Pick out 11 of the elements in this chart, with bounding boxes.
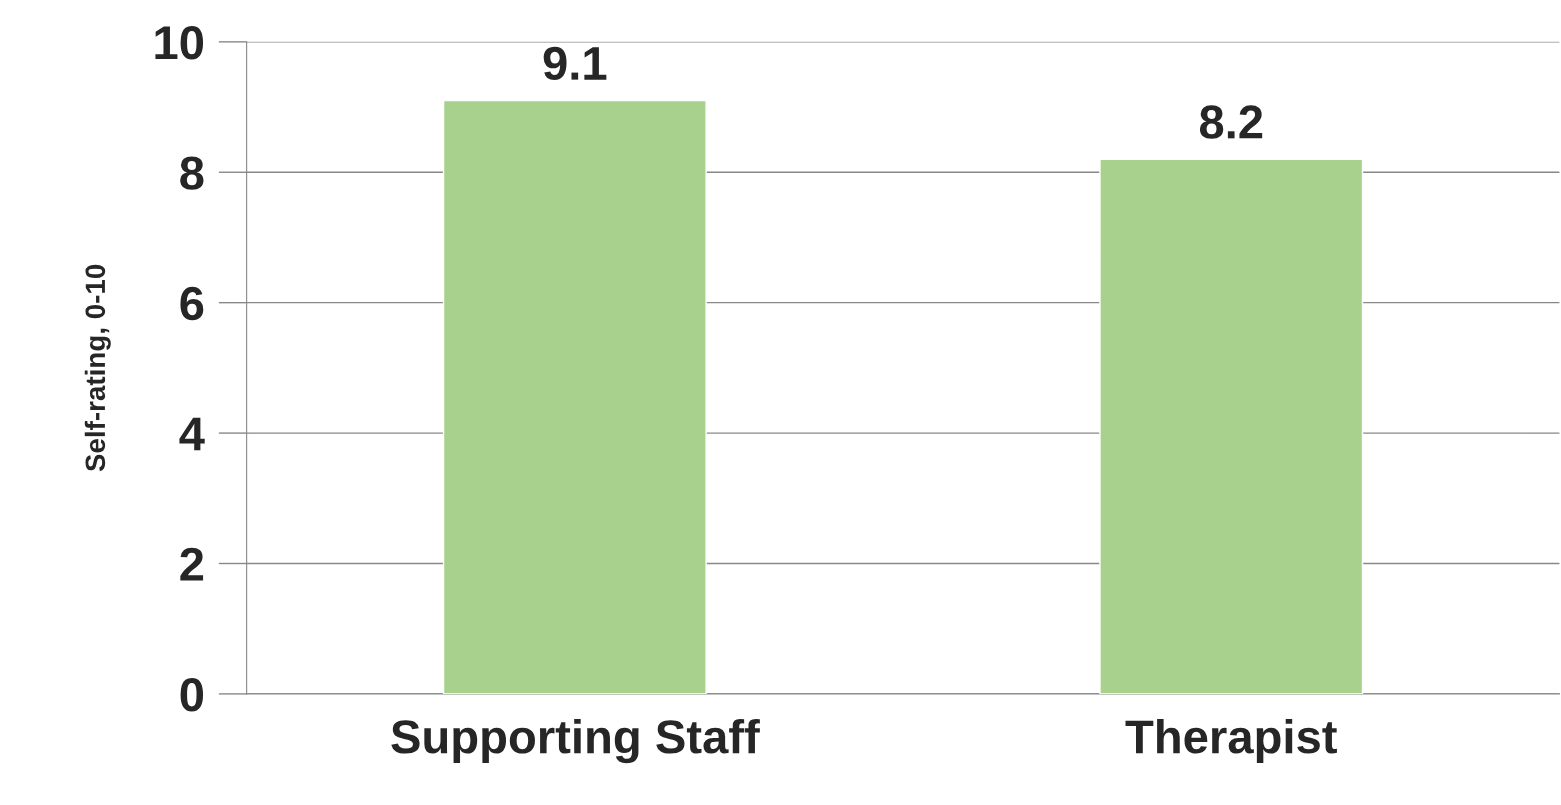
y-axis-title: Self-rating, 0-10	[84, 264, 111, 472]
y-tick-label: 8	[180, 156, 204, 190]
data-label: 9.1	[543, 46, 607, 81]
y-tick-label: 2	[180, 547, 204, 581]
x-tick-label: Supporting Staff	[391, 718, 760, 764]
y-tick-label: 10	[155, 26, 204, 60]
y-tick-label: 4	[179, 417, 205, 451]
x-tick-label: Therapist	[1125, 718, 1337, 763]
y-tick-label: 0	[180, 678, 204, 712]
y-tick-label: 6	[180, 286, 204, 321]
data-label: 8.2	[1199, 105, 1263, 139]
